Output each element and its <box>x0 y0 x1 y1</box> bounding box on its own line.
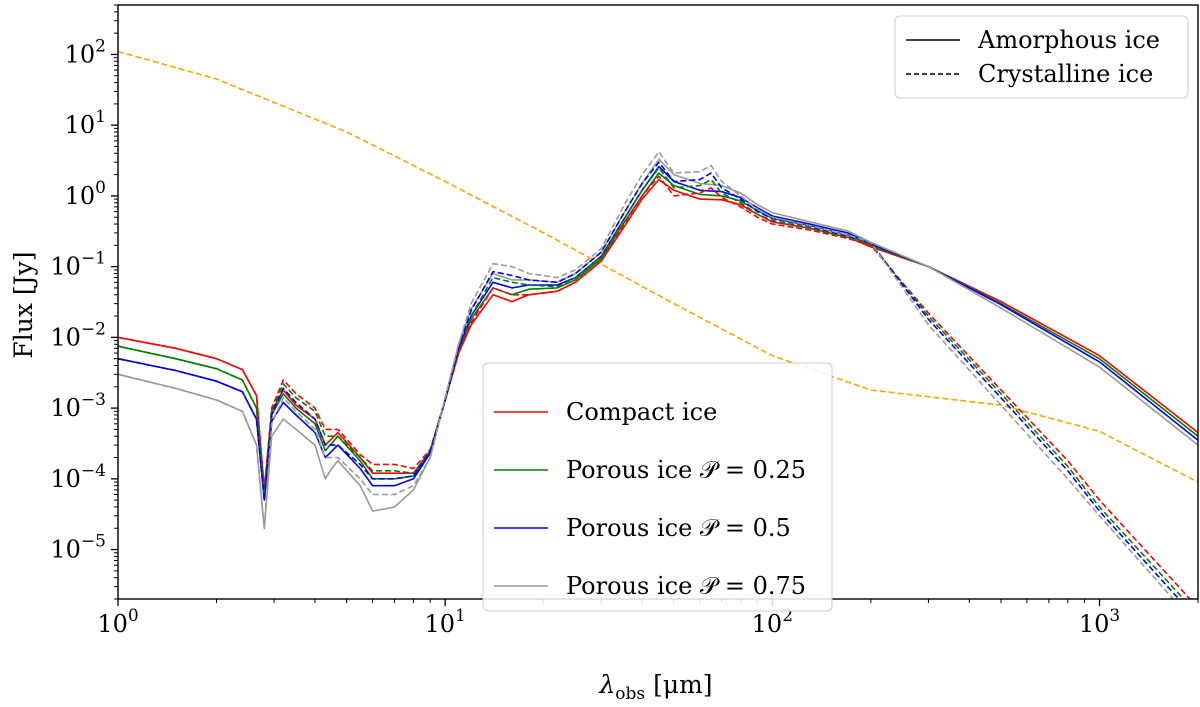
y-tick-label: 10−4 <box>50 461 106 493</box>
y-tick-exponent: −1 <box>81 249 106 269</box>
legend-compact-label: Compact ice <box>566 398 717 426</box>
y-tick-base: 10 <box>65 40 96 68</box>
y-tick-base: 10 <box>65 182 96 210</box>
y-tick-base: 10 <box>50 394 81 422</box>
x-axis-label: λobs [μm] <box>598 670 712 703</box>
y-tick-label: 10−3 <box>50 390 106 422</box>
y-tick-label: 102 <box>65 36 106 68</box>
y-tick-exponent: −3 <box>81 390 106 410</box>
series-porous-ice-p-0-25-amorphous <box>118 172 1198 496</box>
x-tick-base: 10 <box>1079 610 1110 638</box>
x-tick-exponent: 0 <box>128 606 139 626</box>
color-legend-box <box>482 362 833 612</box>
y-tick-label: 10−2 <box>50 319 106 351</box>
y-tick-exponent: 2 <box>95 36 106 56</box>
series-porous-ice-p-0-25-crystalline <box>118 167 1185 599</box>
x-tick-base: 10 <box>97 610 128 638</box>
y-tick-exponent: −2 <box>81 319 106 339</box>
color-legend: Compact ice Porous ice 𝒫 = 0.25 Porous i… <box>482 362 833 612</box>
series-porous-ice-p-0-5-amorphous <box>118 165 1198 501</box>
y-tick-base: 10 <box>65 111 96 139</box>
style-legend-box <box>894 15 1189 99</box>
legend-crystalline-label: Crystalline ice <box>978 60 1153 88</box>
y-tick-exponent: 1 <box>95 107 106 127</box>
y-tick-base: 10 <box>50 536 81 564</box>
series-reference-orange <box>118 50 1198 483</box>
legend-porous-025-label: Porous ice 𝒫 = 0.25 <box>566 456 806 484</box>
x-tick-label: 100 <box>97 606 138 638</box>
legend-porous-075-label: Porous ice 𝒫 = 0.75 <box>566 572 806 600</box>
x-tick-exponent: 1 <box>455 606 466 626</box>
y-tick-exponent: −4 <box>81 461 106 481</box>
x-tick-base: 10 <box>424 610 455 638</box>
y-tick-exponent: −5 <box>81 532 106 552</box>
y-tick-label: 100 <box>65 178 106 210</box>
style-legend: Amorphous ice Crystalline ice <box>894 15 1189 99</box>
x-tick-base: 10 <box>752 610 783 638</box>
y-tick-label: 10−5 <box>50 532 106 564</box>
legend-porous-05-label: Porous ice 𝒫 = 0.5 <box>566 514 791 542</box>
x-axis-label-subscript: obs <box>615 684 645 703</box>
ticks-layer: 100 101 102 10310−510−410−310−210−110010110… <box>50 4 1199 638</box>
y-tick-base: 10 <box>50 465 81 493</box>
x-tick-exponent: 2 <box>782 606 793 626</box>
y-tick-exponent: 0 <box>95 178 106 198</box>
series-porous-ice-p-0-5-crystalline <box>118 161 1180 599</box>
series-compact-ice-amorphous <box>118 178 1198 491</box>
curves-layer <box>118 50 1198 599</box>
y-tick-label: 10−1 <box>50 249 106 281</box>
x-axis-label-symbol: λ <box>598 670 615 699</box>
series-porous-ice-p-0-75-amorphous <box>118 158 1198 530</box>
series-porous-ice-p-0-75-crystalline <box>118 151 1175 599</box>
x-tick-label: 102 <box>752 606 793 638</box>
y-tick-label: 101 <box>65 107 106 139</box>
x-tick-exponent: 3 <box>1109 606 1120 626</box>
y-tick-base: 10 <box>50 253 81 281</box>
x-tick-label: 103 <box>1079 606 1120 638</box>
x-tick-label: 101 <box>424 606 465 638</box>
legend-amorphous-label: Amorphous ice <box>977 26 1160 54</box>
y-axis-label: Flux [Jy] <box>9 251 38 358</box>
x-axis-label-unit: [μm] <box>645 670 712 699</box>
y-tick-base: 10 <box>50 323 81 351</box>
